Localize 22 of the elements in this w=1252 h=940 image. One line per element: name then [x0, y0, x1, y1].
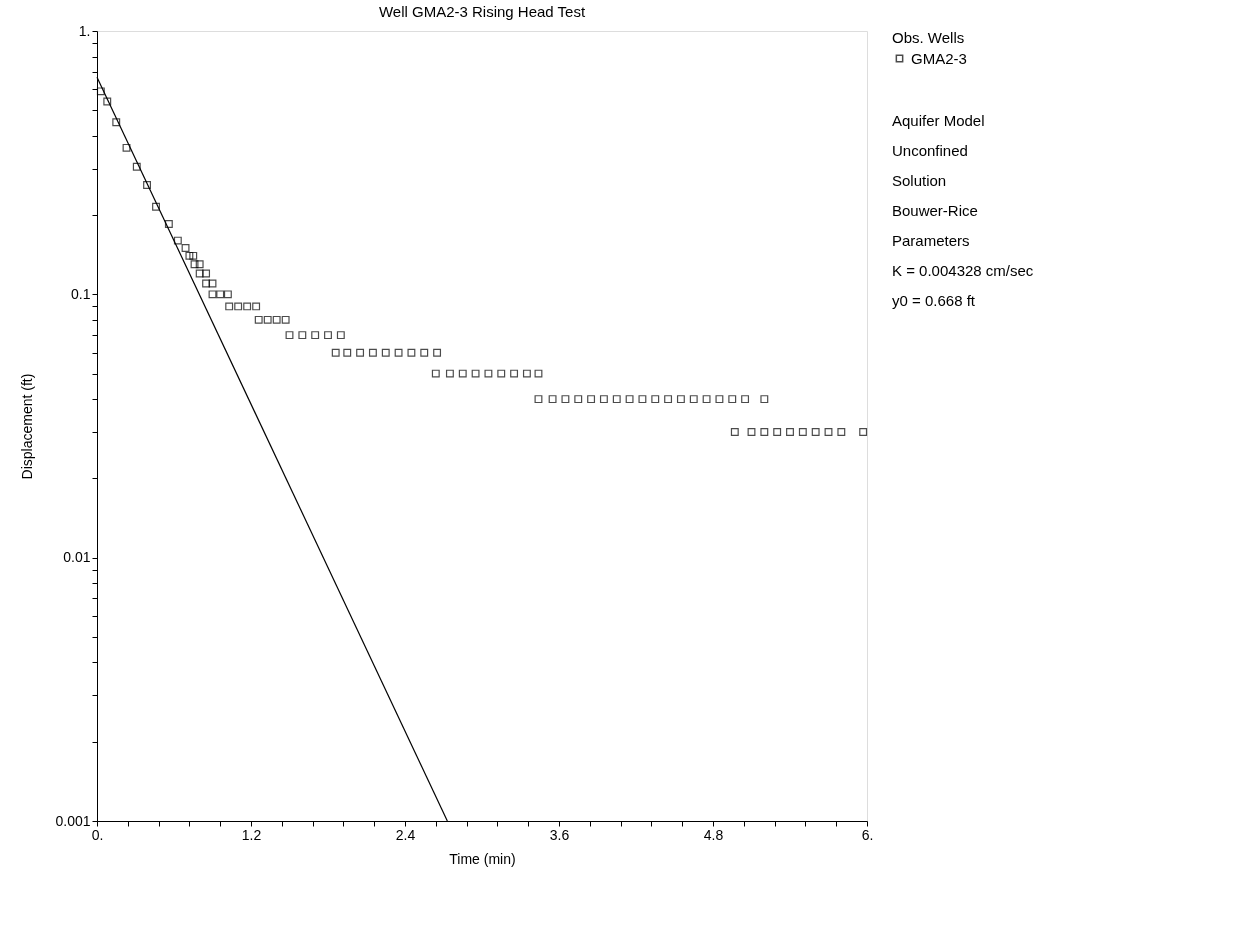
y-tick-label: 1.: [78, 22, 91, 39]
y-axis-title: Displacement (ft): [19, 373, 36, 480]
x-tick-label: 6.: [861, 826, 874, 843]
x-axis-title: Time (min): [449, 850, 516, 867]
chart-title: Well GMA2-3 Rising Head Test: [378, 3, 586, 20]
text: y0 = 0.668 ft: [892, 292, 976, 309]
text: Solution: [892, 172, 947, 189]
legend-label: GMA2-3: [911, 49, 967, 67]
text: Bouwer-Rice: [892, 202, 978, 219]
text: Parameters: [892, 232, 970, 249]
x-tick-label: 1.2: [241, 826, 262, 843]
y-tick-label: 0.1: [71, 285, 91, 302]
text: K = 0.004328 cm/sec: [892, 262, 1034, 279]
y-tick-label: 0.01: [63, 549, 91, 566]
x-tick-label: 2.4: [395, 826, 416, 843]
x-tick-label: 3.6: [549, 826, 570, 843]
legend-title: Obs. Wells: [892, 29, 965, 46]
x-tick-label: 0.: [91, 826, 104, 843]
text: Unconfined: [892, 142, 968, 159]
y-tick-label: 0.001: [55, 812, 91, 829]
text: Aquifer Model: [892, 112, 985, 129]
x-tick-label: 4.8: [703, 826, 724, 843]
